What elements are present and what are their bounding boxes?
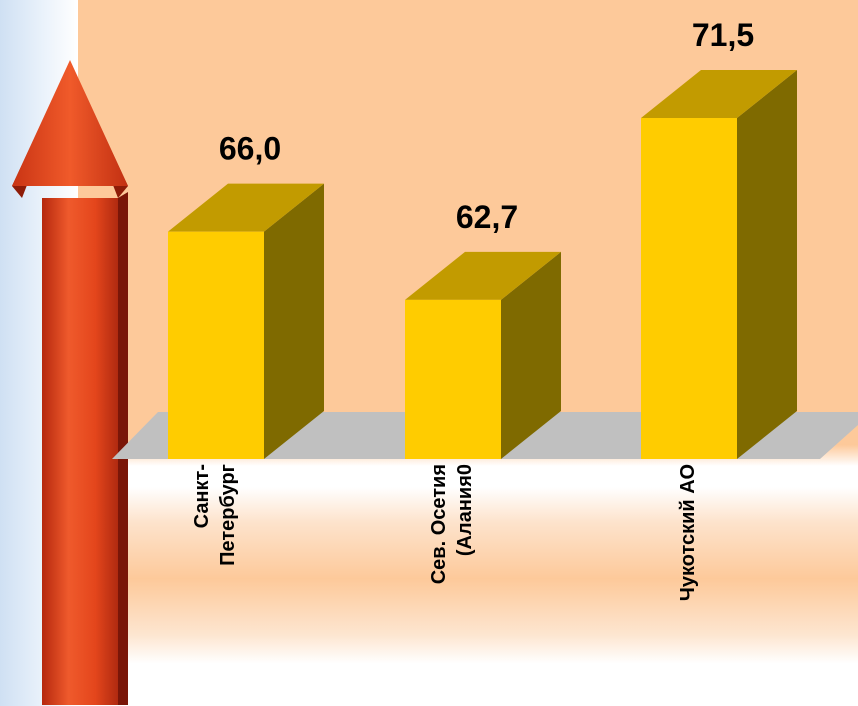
bar-side	[264, 183, 324, 459]
value-label: 71,5	[692, 17, 754, 53]
bar-top	[641, 70, 797, 118]
category-label-line: Санкт-	[191, 464, 213, 528]
category-label-line: (Алания0	[454, 464, 476, 556]
category-label: Санкт- Петербург	[191, 464, 239, 566]
bar-front	[168, 231, 264, 459]
category-label: Чукотский АО	[677, 464, 699, 601]
category-label-line: Сев. Осетия	[428, 464, 450, 584]
bar-1	[168, 183, 324, 459]
bar-front	[405, 299, 501, 459]
value-label: 62,7	[456, 199, 518, 235]
bar-side	[737, 70, 797, 459]
bar-2	[405, 251, 561, 459]
up-arrow-icon	[12, 60, 128, 705]
value-label: 66,0	[219, 131, 281, 167]
category-label-line: Петербург	[217, 464, 239, 566]
bar-top	[405, 251, 561, 300]
bar-top	[168, 183, 324, 232]
category-label: Сев. Осетия (Алания0	[428, 464, 476, 584]
category-label-line: Чукотский АО	[677, 464, 699, 601]
bar-front	[641, 118, 737, 459]
bar-side	[501, 251, 561, 459]
bar-3	[641, 70, 797, 459]
